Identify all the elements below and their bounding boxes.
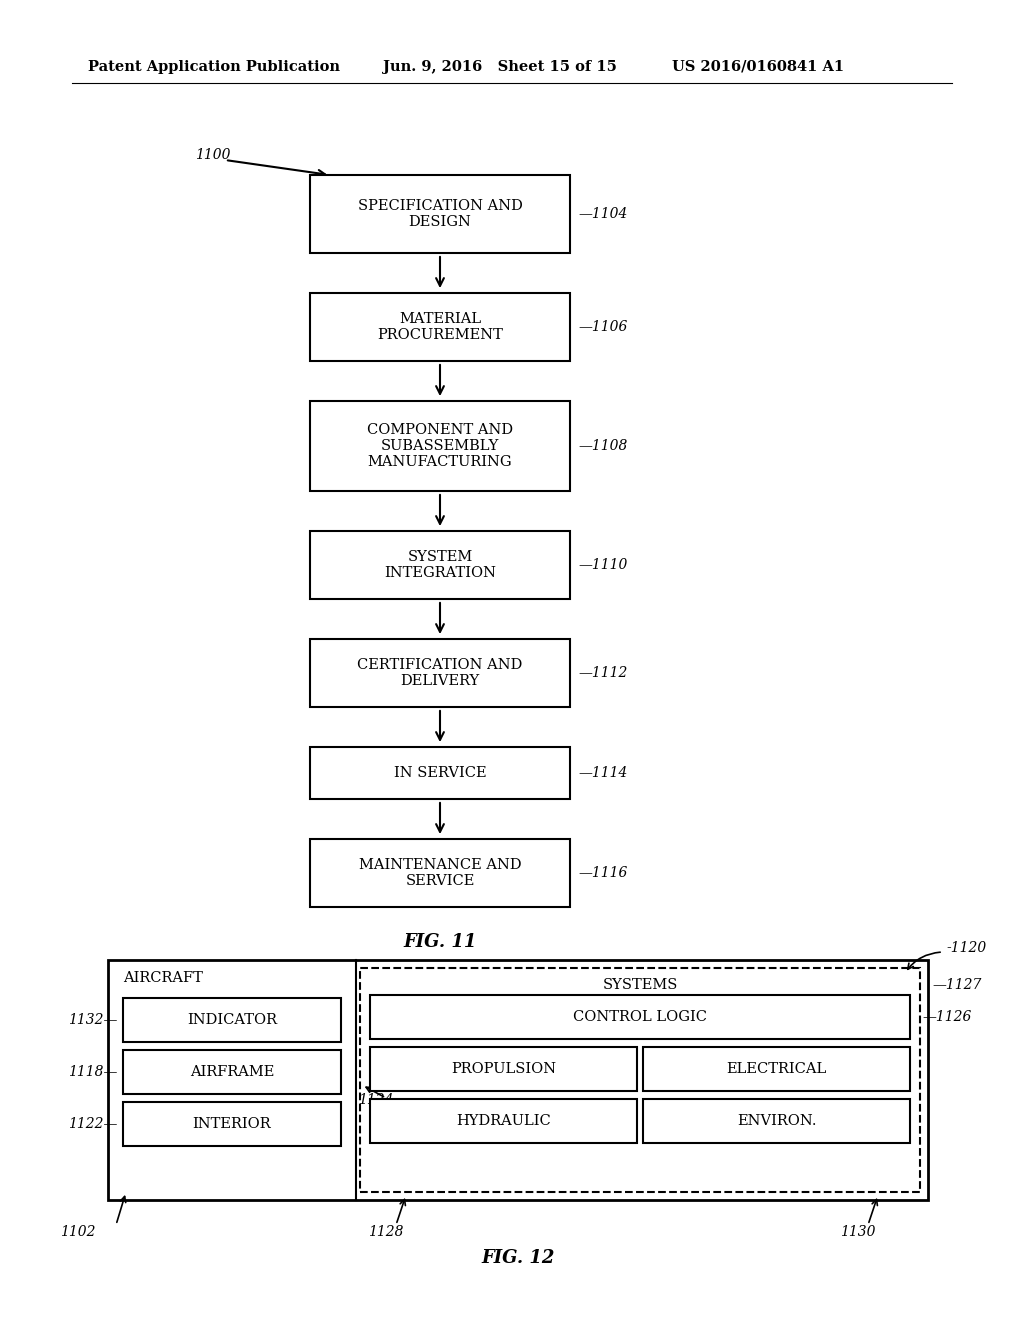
Text: COMPONENT AND
SUBASSEMBLY
MANUFACTURING: COMPONENT AND SUBASSEMBLY MANUFACTURING (367, 422, 513, 469)
Bar (370, 1100, 637, 1143)
Text: 1118—: 1118— (68, 1065, 117, 1078)
Text: —1104: —1104 (578, 207, 628, 220)
Text: 1102: 1102 (60, 1225, 96, 1239)
Text: 1130: 1130 (841, 1225, 876, 1239)
Bar (310, 176, 570, 253)
Text: MAINTENANCE AND
SERVICE: MAINTENANCE AND SERVICE (358, 858, 521, 888)
Text: -1120: -1120 (946, 941, 986, 954)
Text: MATERIAL
PROCUREMENT: MATERIAL PROCUREMENT (377, 312, 503, 342)
Bar (310, 401, 570, 491)
Text: AIRFRAME: AIRFRAME (189, 1065, 274, 1078)
Bar (643, 1047, 910, 1092)
Bar (643, 1100, 910, 1143)
Text: 1128: 1128 (369, 1225, 403, 1239)
Text: —1106: —1106 (578, 319, 628, 334)
Text: —1110: —1110 (578, 558, 628, 572)
Text: —1116: —1116 (578, 866, 628, 880)
Bar (310, 840, 570, 907)
Bar (108, 960, 928, 1200)
Text: Patent Application Publication: Patent Application Publication (88, 59, 340, 74)
Text: CERTIFICATION AND
DELIVERY: CERTIFICATION AND DELIVERY (357, 657, 522, 688)
Text: INTERIOR: INTERIOR (193, 1117, 271, 1131)
Bar (123, 998, 341, 1041)
Bar (370, 995, 910, 1039)
Text: US 2016/0160841 A1: US 2016/0160841 A1 (672, 59, 844, 74)
Bar (310, 639, 570, 708)
Text: —1114: —1114 (578, 766, 628, 780)
Bar (360, 968, 920, 1192)
Bar (370, 1047, 637, 1092)
Text: —1127: —1127 (932, 978, 981, 993)
Text: 1132—: 1132— (68, 1012, 117, 1027)
Bar (310, 293, 570, 360)
Text: PROPULSION: PROPULSION (451, 1063, 556, 1076)
Text: IN SERVICE: IN SERVICE (393, 766, 486, 780)
Text: 1122—: 1122— (68, 1117, 117, 1131)
Text: ENVIRON.: ENVIRON. (736, 1114, 816, 1129)
Text: ELECTRICAL: ELECTRICAL (726, 1063, 826, 1076)
Text: SYSTEM
INTEGRATION: SYSTEM INTEGRATION (384, 550, 496, 579)
Text: CONTROL LOGIC: CONTROL LOGIC (573, 1010, 707, 1024)
Bar (123, 1049, 341, 1094)
Bar (310, 531, 570, 599)
Text: —1112: —1112 (578, 667, 628, 680)
Text: —1108: —1108 (578, 440, 628, 453)
Text: 1100: 1100 (195, 148, 230, 162)
Text: SYSTEMS: SYSTEMS (602, 978, 678, 993)
Text: INDICATOR: INDICATOR (187, 1012, 278, 1027)
Bar (310, 747, 570, 799)
Text: 1124: 1124 (358, 1093, 393, 1107)
Bar (123, 1102, 341, 1146)
Text: Jun. 9, 2016   Sheet 15 of 15: Jun. 9, 2016 Sheet 15 of 15 (383, 59, 616, 74)
Text: —1126: —1126 (922, 1010, 972, 1024)
Text: SPECIFICATION AND
DESIGN: SPECIFICATION AND DESIGN (357, 199, 522, 230)
Text: FIG. 11: FIG. 11 (403, 933, 477, 950)
Text: AIRCRAFT: AIRCRAFT (123, 972, 203, 985)
Text: HYDRAULIC: HYDRAULIC (456, 1114, 551, 1129)
Text: FIG. 12: FIG. 12 (481, 1249, 555, 1267)
